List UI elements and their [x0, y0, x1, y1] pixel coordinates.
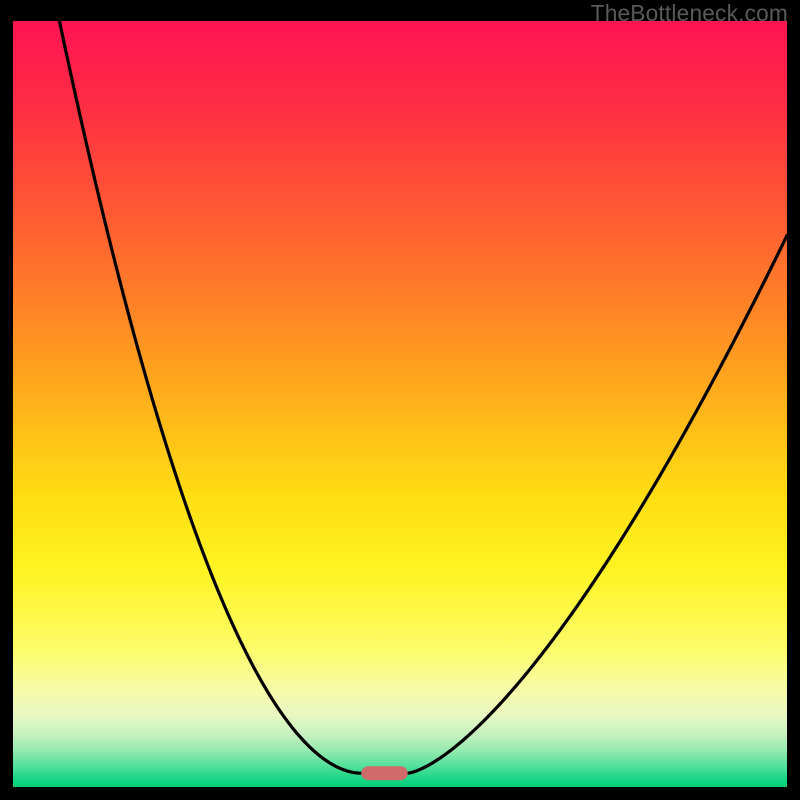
gradient-background: [13, 21, 787, 787]
chart-stage: TheBottleneck.com: [0, 0, 800, 800]
bottleneck-chart: [0, 0, 800, 800]
optimum-marker: [361, 766, 407, 780]
watermark-label: TheBottleneck.com: [591, 0, 788, 27]
